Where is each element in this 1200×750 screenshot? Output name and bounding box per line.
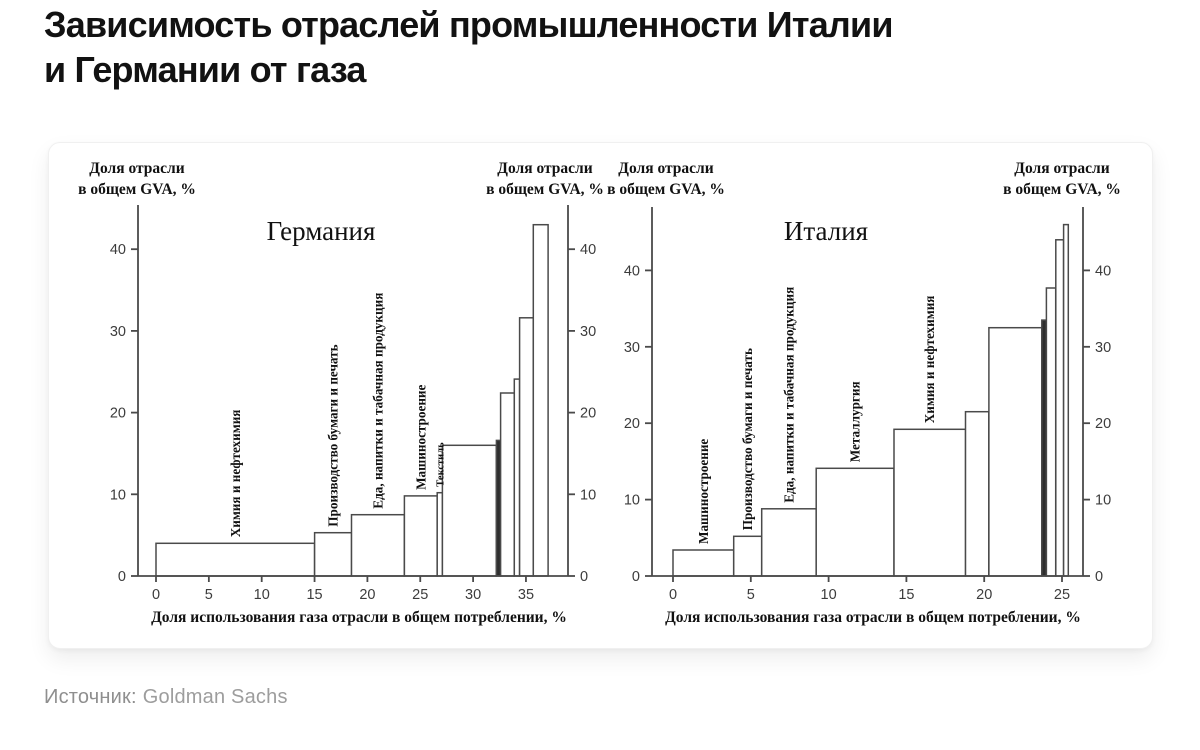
bar-segment bbox=[403, 495, 438, 577]
x-tick-label: 15 bbox=[898, 587, 914, 603]
bar-label: Машиностроение bbox=[696, 439, 711, 544]
page-title-line1: Зависимость отраслей промышленности Итал… bbox=[44, 4, 893, 45]
y-tick-label: 10 bbox=[624, 493, 640, 509]
bar-segment bbox=[441, 444, 498, 577]
y-tick-label: 10 bbox=[110, 487, 126, 503]
y-axis-header-line1: Доля отрасли bbox=[497, 160, 592, 177]
italy-chart-group: 0 0 10 10 20 20 30 30 40 40 0 5 10 15 20 25 Машиностроен… bbox=[607, 160, 1121, 626]
y-tick-label: 20 bbox=[580, 406, 596, 422]
y-tick-label: 0 bbox=[580, 569, 588, 585]
y-axis-header-line1: Доля отрасли bbox=[89, 160, 184, 177]
bar-segment bbox=[350, 513, 406, 577]
bar-label: Металлургия bbox=[848, 381, 863, 462]
x-tick-label: 25 bbox=[412, 587, 428, 603]
bar-segment bbox=[760, 508, 817, 577]
bar-segment bbox=[518, 317, 535, 577]
y-tick-label: 0 bbox=[118, 569, 126, 585]
bar-segment bbox=[1055, 239, 1065, 577]
x-axis-label: Доля использования газа отрасли в общем … bbox=[665, 609, 1081, 626]
bar-segment bbox=[964, 410, 990, 577]
source-line: Источник: Goldman Sachs bbox=[44, 686, 288, 709]
bar-label: Еда, напитки и табачная продукция bbox=[371, 293, 386, 509]
bar-label: Химия и нефтехимия bbox=[228, 410, 243, 538]
chart-title: Италия bbox=[784, 216, 868, 246]
x-tick-label: 25 bbox=[1054, 587, 1070, 603]
chart-title: Германия bbox=[267, 216, 376, 246]
y-tick-label: 20 bbox=[1095, 416, 1111, 432]
page-title: Зависимость отраслей промышленности Итал… bbox=[44, 2, 893, 92]
x-tick-label: 0 bbox=[152, 587, 160, 603]
bar-segment bbox=[815, 467, 895, 577]
source-value: Goldman Sachs bbox=[142, 686, 288, 708]
bar-segment bbox=[499, 392, 516, 577]
y-tick-label: 30 bbox=[580, 324, 596, 340]
bar-segment bbox=[513, 378, 521, 577]
x-tick-label: 10 bbox=[821, 587, 837, 603]
bar-label: Химия и нефтехимия bbox=[922, 296, 937, 424]
bar-segment bbox=[672, 549, 735, 577]
y-tick-label: 10 bbox=[1095, 493, 1111, 509]
x-tick-label: 20 bbox=[359, 587, 375, 603]
bar-segment bbox=[893, 428, 967, 577]
page-title-line2: и Германии от газа bbox=[44, 49, 366, 90]
x-axis-label: Доля использования газа отрасли в общем … bbox=[151, 609, 567, 626]
y-tick-label: 20 bbox=[110, 406, 126, 422]
y-axis-header-line1: Доля отрасли bbox=[618, 160, 713, 177]
y-tick-label: 40 bbox=[580, 242, 596, 258]
bar-segment bbox=[732, 535, 763, 577]
x-tick-label: 10 bbox=[254, 587, 270, 603]
charts-canvas: 0 0 10 10 20 20 30 30 40 40 0 5 10 15 20 25 30 35 Химия и … bbox=[78, 160, 1121, 626]
x-tick-label: 0 bbox=[669, 587, 677, 603]
x-tick-label: 20 bbox=[976, 587, 992, 603]
y-tick-label: 40 bbox=[1095, 263, 1111, 279]
bar-segment bbox=[155, 542, 316, 577]
bar-label: Текстиль bbox=[435, 442, 446, 487]
germany-chart-group: 0 0 10 10 20 20 30 30 40 40 0 5 10 15 20 25 30 35 Химия и … bbox=[78, 160, 604, 626]
bar-label: Производство бумаги и печать bbox=[326, 344, 341, 526]
x-tick-label: 30 bbox=[465, 587, 481, 603]
bar-segment bbox=[1045, 287, 1057, 577]
bar-label: Еда, напитки и табачная продукция bbox=[781, 287, 796, 503]
bar-label: Машиностроение bbox=[413, 384, 428, 489]
y-tick-label: 40 bbox=[110, 242, 126, 258]
y-tick-label: 10 bbox=[580, 487, 596, 503]
y-tick-label: 30 bbox=[110, 324, 126, 340]
y-axis-header-line2: в общем GVA, % bbox=[1003, 181, 1121, 198]
y-tick-label: 40 bbox=[624, 263, 640, 279]
x-tick-label: 5 bbox=[747, 587, 755, 603]
y-axis-header-line2: в общем GVA, % bbox=[486, 181, 604, 198]
y-tick-label: 0 bbox=[632, 569, 640, 585]
y-tick-label: 0 bbox=[1095, 569, 1103, 585]
y-tick-label: 30 bbox=[1095, 340, 1111, 356]
bar-segment bbox=[532, 223, 549, 577]
x-tick-label: 15 bbox=[306, 587, 322, 603]
x-tick-label: 35 bbox=[518, 587, 534, 603]
y-axis-header-line2: в общем GVA, % bbox=[78, 181, 196, 198]
x-tick-label: 5 bbox=[205, 587, 213, 603]
y-tick-label: 30 bbox=[624, 340, 640, 356]
source-label: Источник: bbox=[44, 686, 137, 708]
bar-label: Производство бумаги и печать bbox=[740, 348, 755, 530]
y-axis-header-line1: Доля отрасли bbox=[1014, 160, 1109, 177]
bar-segment bbox=[313, 531, 353, 577]
bar-segment bbox=[1062, 223, 1070, 577]
chart-card: 0 0 10 10 20 20 30 30 40 40 0 5 10 15 20 25 30 35 Химия и … bbox=[48, 142, 1153, 649]
y-axis-header-line2: в общем GVA, % bbox=[607, 181, 725, 198]
y-tick-label: 20 bbox=[624, 416, 640, 432]
bar-segment bbox=[988, 326, 1043, 577]
